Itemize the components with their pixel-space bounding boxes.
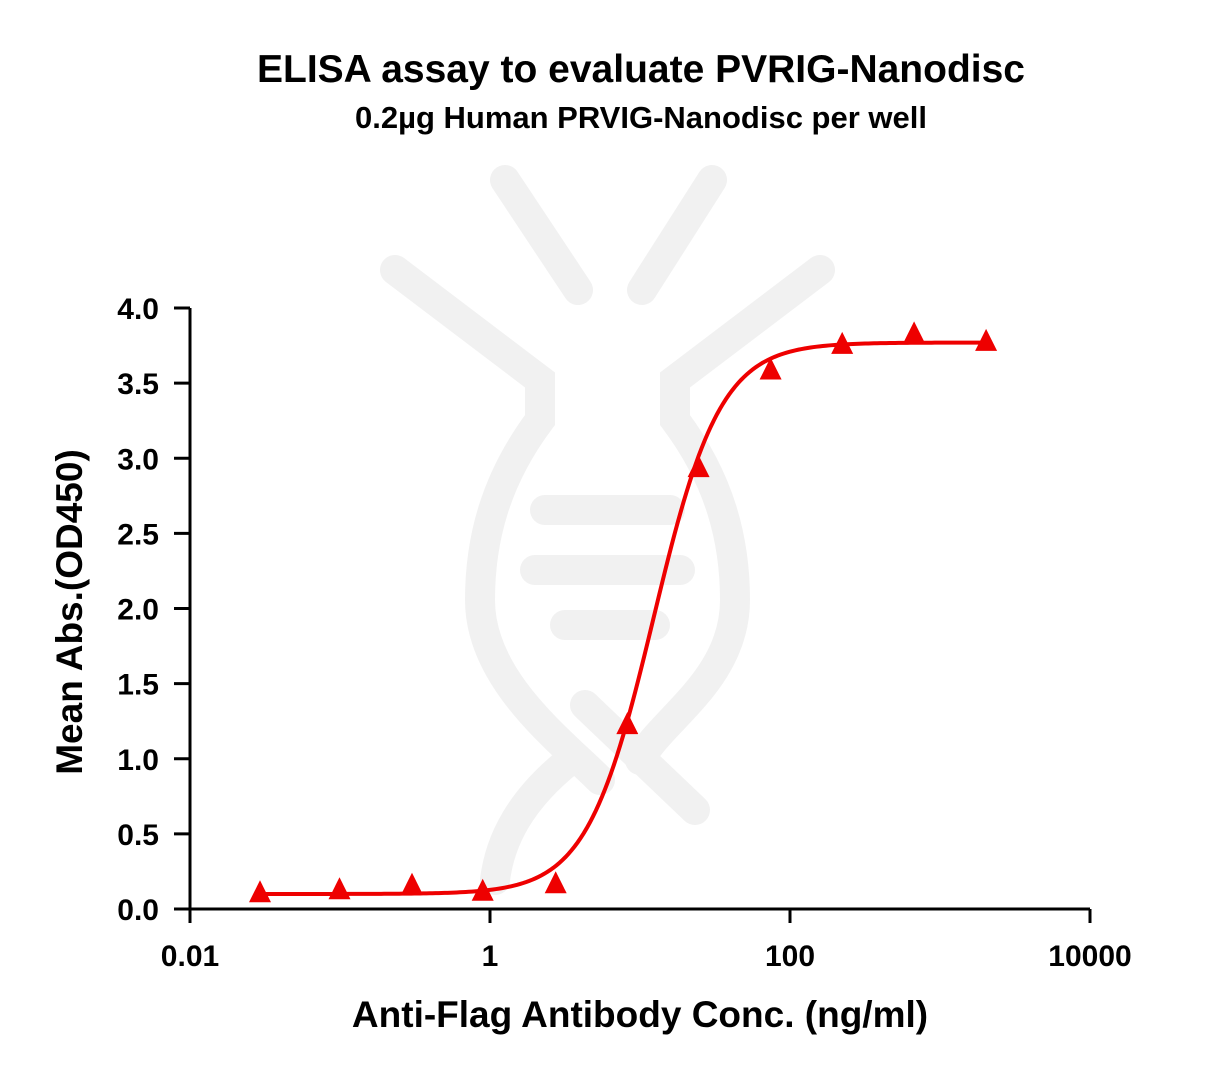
data-point-marker <box>975 328 998 351</box>
data-point-marker <box>616 712 639 735</box>
watermark-stroke <box>490 165 593 305</box>
data-point-marker <box>831 331 854 354</box>
y-tick-label: 2.0 <box>117 594 159 627</box>
y-tick-label: 0.0 <box>117 894 159 927</box>
x-tick-label: 10000 <box>1048 940 1131 973</box>
x-tick-label: 1 <box>482 940 499 973</box>
chart-subtitle: 0.2µg Human PRVIG-Nanodisc per well <box>355 100 927 135</box>
data-point-marker <box>687 455 710 478</box>
y-tick-label: 1.0 <box>117 744 159 777</box>
y-tick-label: 4.0 <box>117 293 159 326</box>
y-axis-label: Mean Abs.(OD450) <box>49 449 90 775</box>
y-ticks: 0.0 0.5 1.0 1.5 2.0 2.5 3.0 3.5 4.0 <box>117 293 190 927</box>
data-point-marker <box>544 871 567 894</box>
watermark-stroke <box>627 165 727 305</box>
watermark-stroke <box>480 745 585 895</box>
y-tick-label: 3.0 <box>117 443 159 476</box>
data-point-marker <box>249 880 271 903</box>
y-tick-label: 1.5 <box>117 669 159 702</box>
y-tick-label: 2.5 <box>117 518 159 551</box>
data-points <box>249 321 998 903</box>
fit-curve <box>260 340 987 896</box>
x-tick-label: 0.01 <box>161 940 219 973</box>
data-point-marker <box>471 878 494 901</box>
x-ticks: 0.01 1 100 10000 <box>161 909 1132 973</box>
x-tick-label: 100 <box>765 940 815 973</box>
watermark-stroke <box>380 255 615 795</box>
y-tick-label: 3.5 <box>117 368 159 401</box>
y-tick-label: 0.5 <box>117 819 159 852</box>
watermark-stroke <box>570 690 710 825</box>
axes <box>188 308 1090 911</box>
watermark-logo <box>380 165 835 895</box>
data-point-marker <box>759 357 782 380</box>
data-point-marker <box>903 321 926 344</box>
chart-title: ELISA assay to evaluate PVRIG-Nanodisc <box>257 48 1025 91</box>
data-point-marker <box>401 872 423 895</box>
data-point-marker <box>328 877 351 900</box>
x-axis-label: Anti-Flag Antibody Conc. (ng/ml) <box>352 994 928 1035</box>
